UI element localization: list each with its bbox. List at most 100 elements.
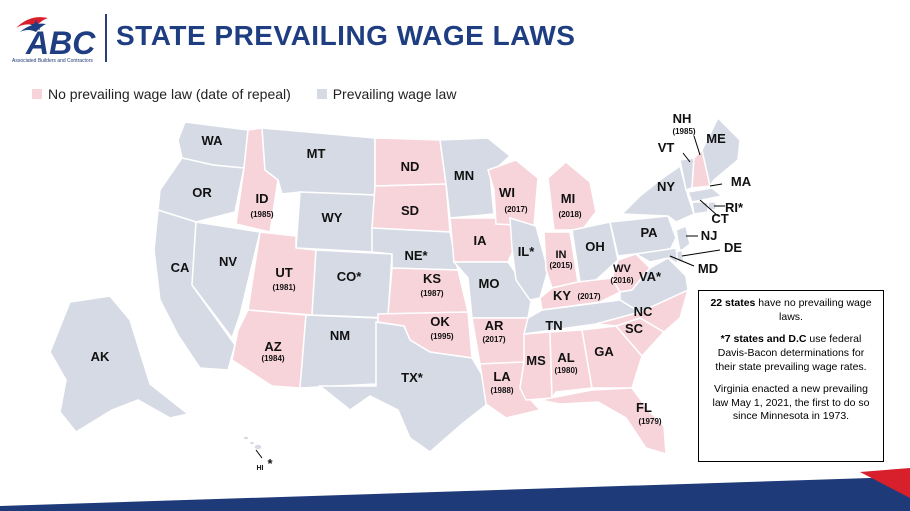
year-ky: (2017) [577, 292, 600, 301]
state-mt [261, 127, 376, 196]
state-al [549, 329, 593, 401]
us-map: WA OR CA NV ID MT WY UT CO* AZ NM ND SD … [49, 111, 752, 470]
state-shapes [49, 116, 741, 456]
label-ny: NY [657, 179, 675, 194]
label-va: VA* [639, 269, 662, 284]
label-me: ME [706, 131, 726, 146]
logo-subtitle: Associated Builders and Contractors [12, 58, 93, 64]
state-ga [581, 325, 643, 389]
leader-lines [255, 135, 725, 459]
label-or: OR [192, 185, 212, 200]
year-nh: (1985) [672, 127, 695, 136]
logo-text: ABC [25, 25, 96, 61]
header: ABC Associated Builders and Contractors … [0, 0, 910, 75]
label-ia: IA [474, 233, 488, 248]
label-ok: OK [430, 314, 450, 329]
state-ak [49, 295, 190, 433]
year-wv: (2016) [610, 276, 633, 285]
state-ma [686, 187, 724, 203]
label-sc: SC [625, 321, 644, 336]
label-mt: MT [307, 146, 326, 161]
label-sd: SD [401, 203, 419, 218]
state-nj [675, 224, 691, 254]
state-mn [439, 137, 512, 219]
state-hi [242, 435, 263, 451]
state-nv [191, 221, 261, 340]
label-nd: ND [401, 159, 420, 174]
legend: No prevailing wage law (date of repeal) … [32, 86, 478, 102]
note-p2-rest: use federal Davis-Bacon determinations f… [715, 333, 867, 373]
year-la: (1988) [490, 386, 513, 395]
legend-no-law: No prevailing wage law (date of repeal) [32, 86, 291, 102]
year-ks: (1987) [420, 289, 443, 298]
label-md: MD [698, 261, 718, 276]
legend-swatch-has-law [316, 89, 327, 99]
label-pa: PA [640, 225, 658, 240]
state-pa [609, 215, 677, 257]
note-p1: 22 states have no prevailing wage laws. [707, 297, 875, 324]
label-ri: RI* [725, 200, 744, 215]
year-ut: (1981) [272, 283, 295, 292]
label-mo: MO [479, 276, 500, 291]
year-in: (2015) [549, 261, 572, 270]
label-ky: KY [553, 288, 571, 303]
label-mn: MN [454, 168, 474, 183]
label-hi-star: * [267, 456, 273, 470]
state-md [633, 247, 679, 266]
label-in: IN [556, 249, 567, 261]
label-ga: GA [594, 344, 614, 359]
year-az: (1984) [261, 354, 284, 363]
year-id: (1985) [250, 210, 273, 219]
label-nc: NC [634, 304, 653, 319]
note-p3: Virginia enacted a new prevailing law Ma… [712, 383, 870, 423]
state-va [619, 257, 689, 313]
label-ne: NE* [404, 248, 428, 263]
note-p1-rest: have no prevailing wage laws. [755, 297, 872, 323]
label-hi: HI [257, 465, 264, 470]
label-nh: NH [673, 111, 692, 126]
year-wi: (2017) [504, 205, 527, 214]
label-ca: CA [171, 260, 190, 275]
label-id: ID [256, 191, 269, 206]
label-wa: WA [202, 133, 224, 148]
label-la: LA [493, 369, 511, 384]
label-wv: WV [613, 263, 631, 275]
label-ms: MS [526, 353, 546, 368]
year-al: (1980) [554, 366, 577, 375]
label-mi: MI [561, 191, 575, 206]
repeal-years: (1985) (1981) (1984) (1987) (1995) (2017… [250, 127, 695, 426]
label-oh: OH [585, 239, 605, 254]
label-tn: TN [545, 318, 562, 333]
label-al: AL [557, 350, 574, 365]
state-ny [620, 164, 695, 223]
label-nv: NV [219, 254, 237, 269]
state-mi [547, 161, 597, 231]
year-ar: (2017) [482, 335, 505, 344]
bottom-band [0, 468, 910, 511]
label-ar: AR [485, 318, 504, 333]
info-note: 22 states have no prevailing wage laws. … [698, 290, 884, 462]
legend-no-law-label: No prevailing wage law (date of repeal) [48, 86, 291, 102]
label-ct: CT [711, 211, 728, 226]
label-ak: AK [91, 349, 110, 364]
state-nm [299, 314, 379, 389]
state-ct [691, 201, 709, 215]
state-oh [571, 221, 619, 283]
state-fl [539, 387, 667, 456]
label-ut: UT [275, 265, 292, 280]
state-tx [317, 321, 491, 453]
label-fl: FL [636, 400, 652, 415]
legend-has-law-label: Prevailing wage law [332, 86, 457, 102]
legend-has-law: Prevailing wage law [316, 86, 457, 102]
label-tx: TX* [401, 370, 424, 385]
label-wy: WY [322, 210, 343, 225]
label-co: CO* [337, 269, 363, 284]
year-fl: (1979) [638, 417, 661, 426]
label-nj: NJ [701, 228, 718, 243]
note-p2: *7 states and D.C use federal Davis-Baco… [707, 333, 875, 374]
label-ks: KS [423, 271, 441, 286]
legend-swatch-no-law [32, 89, 42, 99]
year-ok: (1995) [430, 332, 453, 341]
abc-logo: ABC [16, 17, 96, 61]
page-title: STATE PREVAILING WAGE LAWS [116, 20, 576, 51]
